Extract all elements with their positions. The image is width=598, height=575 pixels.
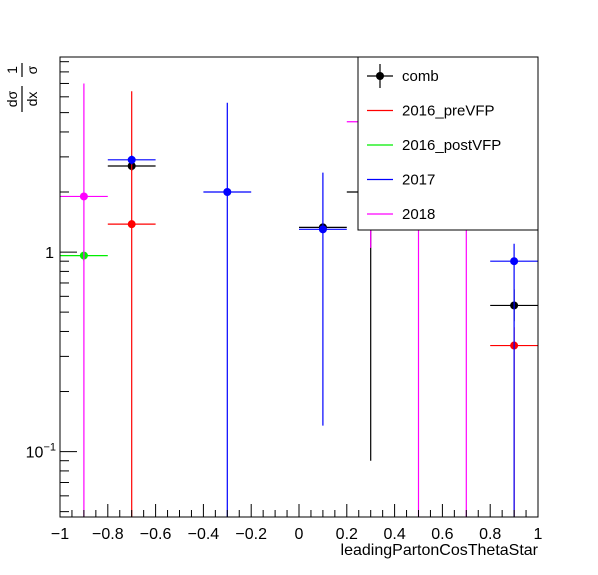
y-tick-label: 1 — [45, 245, 54, 262]
legend-label: 2016_postVFP — [402, 137, 501, 154]
x-tick-label: −1 — [51, 526, 69, 543]
data-point — [299, 172, 347, 426]
y-axis: 1 10−1 — [26, 61, 77, 513]
legend-label: 2018 — [402, 206, 435, 223]
y-title-numerator: 1 — [4, 66, 20, 74]
legend-entry: 2016_preVFP — [367, 103, 495, 120]
y-title-denominator: dx — [24, 92, 40, 107]
marker — [318, 225, 327, 234]
legend-label: comb — [402, 68, 439, 85]
x-tick-label: 0.4 — [383, 526, 405, 543]
x-tick-label: −0.8 — [92, 526, 124, 543]
marker — [79, 192, 88, 201]
y-tick-label: 10−1 — [26, 442, 56, 462]
legend: comb 2016_preVFP 2016_postVFP 2017 2018 — [357, 56, 539, 231]
legend-label: 2017 — [402, 172, 435, 189]
legend-marker — [376, 72, 384, 80]
marker — [127, 155, 136, 164]
x-tick-label: −0.4 — [188, 526, 220, 543]
x-tick-label: 0.8 — [479, 526, 501, 543]
series-3 — [107, 102, 538, 517]
legend-entry: 2017 — [367, 172, 435, 189]
y-title-numerator: dσ — [4, 90, 20, 107]
x-tick-label: −0.6 — [140, 526, 172, 543]
marker — [510, 257, 519, 266]
marker — [127, 220, 136, 229]
data-point — [60, 83, 108, 517]
data-point — [107, 155, 156, 165]
y-title-denominator: σ — [24, 65, 40, 74]
legend-box — [357, 56, 539, 231]
x-tick-label: −0.2 — [235, 526, 267, 543]
x-axis-title: leadingPartonCosThetaStar — [341, 542, 539, 559]
legend-entry: 2018 — [367, 206, 435, 223]
data-point — [203, 102, 252, 517]
data-point — [490, 243, 538, 517]
x-tick-label: 0.2 — [336, 526, 358, 543]
x-tick-label: 0 — [295, 526, 304, 543]
x-tick-label: 1 — [534, 526, 543, 543]
legend-entry: 2016_postVFP — [367, 137, 501, 154]
marker — [223, 188, 232, 197]
x-tick-label: 0.6 — [431, 526, 453, 543]
legend-entry: comb — [367, 64, 439, 88]
legend-label: 2016_preVFP — [402, 103, 495, 120]
x-axis: −1 −0.8 −0.6 −0.4 −0.2 0 0.2 0.4 0.6 0.8 1 — [51, 504, 543, 543]
y-axis-title: 1 σ dσ dx — [4, 63, 40, 112]
